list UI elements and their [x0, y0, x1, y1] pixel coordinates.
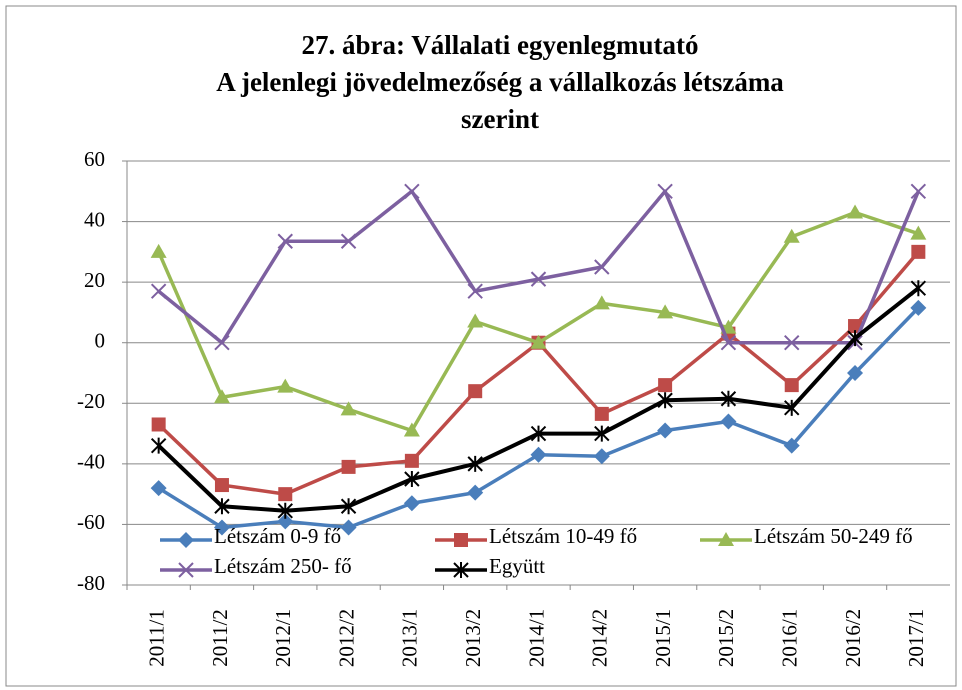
data-point [214, 478, 229, 493]
data-point [340, 401, 357, 416]
data-point [910, 299, 927, 316]
data-point [658, 378, 673, 393]
data-point [403, 495, 420, 512]
y-tick-label: -20 [77, 389, 105, 413]
data-point [657, 392, 673, 409]
data-point [150, 437, 167, 454]
data-point [594, 259, 610, 275]
x-tick-label: 2016/1 [778, 609, 802, 667]
x-tick-label: 2013/2 [461, 609, 485, 667]
data-point [277, 502, 293, 519]
data-point [783, 437, 800, 454]
data-point [847, 204, 864, 219]
data-point [277, 513, 294, 530]
legend-label: Létszám 10-49 fő [489, 524, 637, 548]
x-tick-label: 2013/1 [398, 609, 422, 667]
legend-marker [178, 532, 194, 548]
data-point [213, 519, 230, 536]
x-tick-label: 2015/2 [714, 609, 738, 667]
data-point [784, 335, 800, 351]
y-tick-label: 20 [84, 268, 105, 292]
x-tick-label: 2014/2 [588, 609, 612, 667]
data-point [341, 459, 356, 474]
legend-label: Létszám 0-9 fő [214, 524, 341, 548]
data-point [150, 480, 167, 497]
x-tick-label: 2017/1 [904, 609, 928, 667]
data-point [214, 498, 230, 515]
legend-marker [718, 532, 734, 546]
data-point [847, 365, 864, 381]
legend-label: Létszám 50-249 fő [754, 524, 913, 548]
data-point [404, 453, 419, 468]
data-point [593, 448, 610, 465]
data-point [910, 183, 927, 199]
data-point [720, 413, 737, 430]
data-point [784, 399, 800, 416]
data-point [468, 384, 483, 399]
data-point [467, 313, 484, 328]
data-point [530, 446, 547, 463]
data-point [657, 422, 674, 439]
data-point [657, 304, 674, 319]
data-point [594, 406, 609, 421]
data-point [278, 487, 293, 502]
data-point [150, 283, 167, 299]
chart-border [5, 5, 957, 687]
x-tick-label: 2011/1 [144, 609, 168, 667]
data-point [340, 519, 357, 536]
x-tick-label: 2014/1 [524, 609, 548, 667]
data-point [910, 280, 927, 297]
data-point [594, 425, 610, 442]
y-tick-label: -80 [77, 571, 105, 595]
data-point [657, 183, 673, 199]
data-point [151, 417, 166, 432]
legend-marker [453, 562, 469, 578]
legend-label: Együtt [489, 554, 545, 578]
data-point [467, 484, 484, 501]
data-point [720, 335, 737, 351]
data-point [467, 455, 483, 472]
data-point [467, 283, 483, 299]
y-tick-label: -40 [77, 450, 105, 474]
legend-marker [454, 533, 468, 547]
x-tick-label: 2012/2 [334, 609, 358, 667]
y-tick-label: 40 [84, 207, 105, 231]
data-point [277, 233, 293, 249]
legend-marker [178, 562, 194, 578]
data-point [404, 183, 420, 199]
data-point [150, 243, 167, 258]
data-point [911, 244, 926, 259]
data-point [784, 378, 799, 393]
x-tick-label: 2015/1 [651, 609, 675, 667]
y-tick-label: 60 [84, 147, 105, 171]
chart-title: 27. ábra: Vállalati egyenlegmutató [302, 30, 699, 60]
data-point [720, 390, 737, 407]
data-point [530, 271, 547, 287]
data-point [530, 425, 547, 442]
data-point [848, 319, 863, 334]
data-point [404, 471, 420, 487]
x-tick-label: 2012/1 [271, 609, 295, 667]
data-point [340, 498, 357, 515]
data-point [593, 295, 610, 310]
y-tick-label: -60 [77, 510, 105, 534]
chart-title: szerint [461, 104, 539, 134]
data-point [847, 330, 863, 347]
data-point [530, 334, 547, 349]
data-point [213, 389, 230, 404]
data-point [340, 233, 357, 249]
x-tick-label: 2016/2 [841, 609, 865, 667]
data-point [403, 422, 420, 437]
data-point [783, 228, 800, 243]
chart-title: A jelenlegi jövedelmezőség a vállalkozás… [216, 67, 784, 97]
x-tick-label: 2011/2 [208, 609, 232, 667]
data-point [910, 225, 927, 240]
data-point [214, 335, 230, 351]
y-tick-label: 0 [95, 329, 106, 353]
legend-label: Létszám 250- fő [214, 554, 352, 578]
data-point [277, 378, 294, 393]
